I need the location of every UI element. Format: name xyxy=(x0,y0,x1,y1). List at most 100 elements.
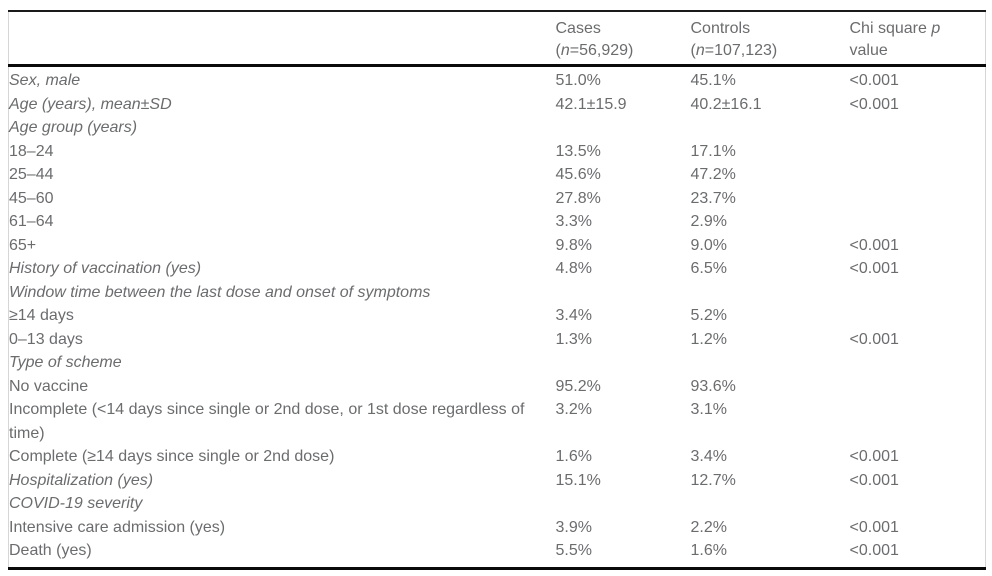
controls-value: 2.9% xyxy=(690,213,727,230)
row-label: 0–13 days xyxy=(9,330,83,348)
baseline-characteristics-table: Cases (n=56,929) Controls (n=107,123) Ch… xyxy=(8,10,986,570)
table-row: Type of scheme xyxy=(9,351,986,375)
table-row: Intensive care admission (yes) 3.9% 2.2%… xyxy=(9,516,986,540)
controls-value: 45.1% xyxy=(690,72,736,89)
controls-value: 6.5% xyxy=(690,260,727,277)
table-header: Cases (n=56,929) Controls (n=107,123) Ch… xyxy=(8,11,986,67)
cases-value: 3.9% xyxy=(555,518,592,536)
chi-square-p-value xyxy=(850,163,986,187)
header-cases: Cases (n=56,929) xyxy=(555,11,691,67)
cases-value xyxy=(556,351,691,375)
chi-square-p-value xyxy=(850,398,986,445)
controls-value: 2.2% xyxy=(690,518,727,536)
cases-value: 3.2% xyxy=(555,401,592,418)
row-label: COVID-19 severity xyxy=(9,495,143,512)
row-label: 18–24 xyxy=(9,142,54,160)
row-label: 25–44 xyxy=(9,166,54,183)
table-row: 0–13 days 1.3% 1.2% <0.001 xyxy=(9,328,986,352)
table-row: Death (yes) 5.5% 1.6% <0.001 xyxy=(9,539,986,568)
cases-header-title: Cases xyxy=(555,20,601,37)
controls-value xyxy=(691,492,850,516)
chi-square-p-value xyxy=(850,492,986,516)
row-label: History of vaccination (yes) xyxy=(9,260,202,277)
row-label: Sex, male xyxy=(9,72,81,89)
chi-square-p-value xyxy=(850,140,986,164)
controls-value: 47.2% xyxy=(690,166,736,183)
cases-value xyxy=(556,116,691,140)
cases-value: 1.3% xyxy=(555,330,592,348)
cases-value: 13.5% xyxy=(555,142,601,160)
cases-header-n: (n=56,929) xyxy=(555,41,634,59)
table-row: Age group (years) xyxy=(9,116,986,140)
controls-value: 1.2% xyxy=(690,330,727,348)
table-row: 25–44 45.6% 47.2% xyxy=(9,163,986,187)
row-label: 45–60 xyxy=(9,189,54,207)
chi-square-p-value: <0.001 xyxy=(849,518,899,536)
row-label: 61–64 xyxy=(9,213,54,230)
chi-square-p-value: <0.001 xyxy=(849,236,899,254)
controls-value: 12.7% xyxy=(690,471,736,489)
controls-value: 17.1% xyxy=(690,142,736,160)
chi-square-p-value: <0.001 xyxy=(849,542,899,559)
table-row: 18–24 13.5% 17.1% xyxy=(9,140,986,164)
row-label: Intensive care admission (yes) xyxy=(9,518,226,536)
cases-value: 42.1±15.9 xyxy=(555,95,627,113)
controls-header-title: Controls xyxy=(690,20,751,37)
table-row: Complete (≥14 days since single or 2nd d… xyxy=(9,445,986,469)
table-row: COVID-19 severity xyxy=(9,492,986,516)
header-controls: Controls (n=107,123) xyxy=(690,11,850,67)
header-row: Cases (n=56,929) Controls (n=107,123) Ch… xyxy=(8,11,986,67)
cases-value: 3.4% xyxy=(555,307,592,324)
cases-value: 95.2% xyxy=(555,377,601,395)
chi-square-p-value xyxy=(850,304,986,328)
table-row: 61–64 3.3% 2.9% xyxy=(9,210,986,234)
table-row: Sex, male 51.0% 45.1% <0.001 xyxy=(9,66,986,93)
row-label: Age (years), mean±SD xyxy=(9,95,172,113)
controls-value: 9.0% xyxy=(690,236,727,254)
cases-value: 3.3% xyxy=(555,213,592,230)
controls-value: 1.6% xyxy=(690,542,727,559)
cases-value: 5.5% xyxy=(555,542,592,559)
controls-value xyxy=(691,116,850,140)
chi-square-p-value: <0.001 xyxy=(849,72,899,89)
table-row: 65+ 9.8% 9.0% <0.001 xyxy=(9,234,986,258)
controls-value: 3.1% xyxy=(690,401,727,418)
cases-value: 45.6% xyxy=(555,166,601,183)
row-label: Hospitalization (yes) xyxy=(9,471,154,489)
row-label: No vaccine xyxy=(9,377,89,395)
controls-value: 40.2±16.1 xyxy=(690,95,762,113)
chi-square-p-value: <0.001 xyxy=(849,95,899,113)
table-row: History of vaccination (yes) 4.8% 6.5% <… xyxy=(9,257,986,281)
chi-square-p-value xyxy=(850,281,986,305)
controls-value xyxy=(691,351,850,375)
chi-square-p-value xyxy=(850,351,986,375)
table-row: Window time between the last dose and on… xyxy=(9,281,986,305)
table-row: Incomplete (<14 days since single or 2nd… xyxy=(9,398,986,445)
controls-value xyxy=(691,281,850,305)
cases-value xyxy=(556,281,691,305)
table-row: Hospitalization (yes) 15.1% 12.7% <0.001 xyxy=(9,469,986,493)
cases-value: 9.8% xyxy=(555,236,592,254)
cases-value: 15.1% xyxy=(555,471,601,489)
table-row: ≥14 days 3.4% 5.2% xyxy=(9,304,986,328)
cases-value: 51.0% xyxy=(555,72,601,89)
cases-value xyxy=(556,492,691,516)
table-row: 45–60 27.8% 23.7% xyxy=(9,187,986,211)
controls-header-n: (n=107,123) xyxy=(690,41,778,59)
chi-square-p-value: <0.001 xyxy=(849,330,899,348)
cases-value: 1.6% xyxy=(555,448,592,465)
chi-square-p-value xyxy=(850,375,986,399)
controls-value: 23.7% xyxy=(690,189,736,207)
table-row: Age (years), mean±SD 42.1±15.9 40.2±16.1… xyxy=(9,93,986,117)
header-chi-square-p-value: Chi square p value xyxy=(849,11,986,67)
chi-square-p-value xyxy=(850,116,986,140)
row-label: Age group (years) xyxy=(9,119,138,136)
controls-value: 3.4% xyxy=(690,448,727,465)
chi-square-p-value: <0.001 xyxy=(849,260,899,277)
chi-square-p-value: <0.001 xyxy=(849,448,899,465)
row-label: Incomplete (<14 days since single or 2nd… xyxy=(9,401,525,442)
chi-square-p-value: <0.001 xyxy=(849,471,899,489)
row-label: Window time between the last dose and on… xyxy=(9,283,431,301)
row-label: Type of scheme xyxy=(9,354,122,371)
chi-square-p-value xyxy=(850,210,986,234)
